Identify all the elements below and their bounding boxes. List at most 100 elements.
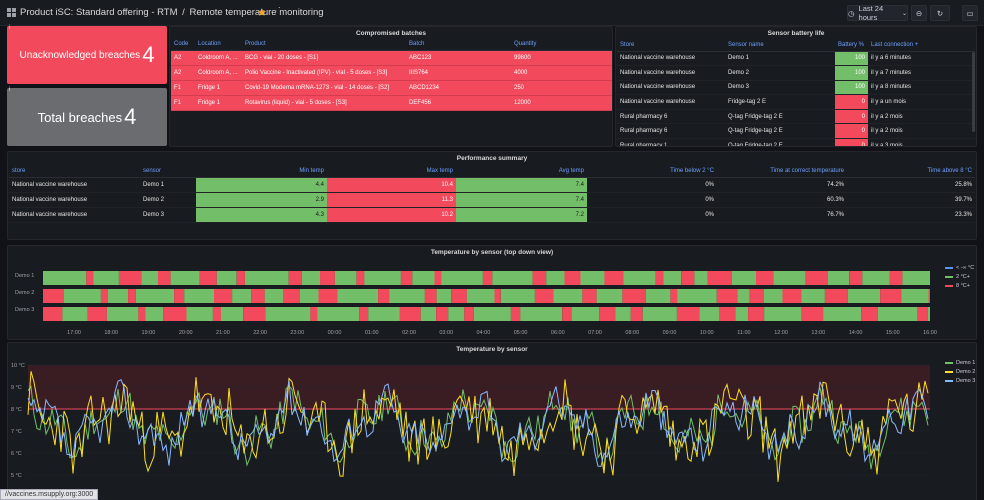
state-segment xyxy=(473,307,511,321)
state-segment xyxy=(212,307,221,321)
legend-swatch xyxy=(945,361,953,364)
column-header[interactable]: Location xyxy=(195,39,242,51)
refresh-button[interactable]: ↻ xyxy=(930,5,950,21)
x-tick-label: 13:00 xyxy=(811,330,825,336)
column-header[interactable]: Product xyxy=(242,39,406,51)
column-header[interactable]: Time at correct temperature xyxy=(717,165,847,178)
column-header[interactable]: Time above 8 °C xyxy=(847,165,975,178)
state-segment xyxy=(645,289,671,303)
table-cell: National vaccine warehouse xyxy=(617,65,725,81)
table-cell: il y a 2 mois xyxy=(868,109,975,125)
table-cell: Rural pharmacy 6 xyxy=(617,123,725,140)
state-segment xyxy=(917,307,928,321)
state-segment xyxy=(564,271,581,285)
legend-swatch xyxy=(945,266,953,269)
column-header[interactable]: Sensor name xyxy=(725,40,835,52)
x-tick-label: 00:00 xyxy=(328,330,342,336)
table-cell: F1 xyxy=(171,80,195,96)
state-segment xyxy=(43,307,63,321)
column-header[interactable]: Avg temp xyxy=(456,165,587,178)
table-header-row: Store Sensor name Battery % Last connect… xyxy=(617,40,975,52)
state-segment xyxy=(699,307,719,321)
legend-item[interactable]: 2 °C+ xyxy=(945,274,970,280)
column-header[interactable]: Store xyxy=(617,40,725,52)
state-segment xyxy=(562,307,572,321)
legend-swatch xyxy=(945,379,953,382)
y-tick-label: 5 °C xyxy=(11,473,22,479)
sensor-battery-panel: Sensor battery life Store Sensor name Ba… xyxy=(615,26,977,147)
total-breaches-stat[interactable]: i Total breaches 4 xyxy=(7,87,167,146)
table-cell: il y a 6 minutes xyxy=(868,51,975,67)
column-header[interactable]: Batch xyxy=(406,39,511,51)
state-segment xyxy=(334,271,357,285)
state-segment xyxy=(400,271,413,285)
time-range-picker[interactable]: ◷ Last 24 hours ⌄ xyxy=(847,4,908,22)
share-icon[interactable]: ⋰ xyxy=(271,6,281,17)
column-header[interactable]: Min temp xyxy=(196,165,327,178)
star-icon[interactable]: ★ xyxy=(257,7,267,19)
legend-item[interactable]: Demo 1 xyxy=(945,360,975,366)
state-segment xyxy=(100,289,108,303)
table-cell: 99800 xyxy=(511,50,612,66)
legend-item[interactable]: Demo 3 xyxy=(945,378,975,384)
column-header[interactable]: sensor xyxy=(140,165,196,178)
column-header[interactable]: Battery % xyxy=(835,40,868,52)
state-segment xyxy=(901,289,929,303)
state-segment xyxy=(448,307,465,321)
dashboard-title[interactable]: Remote temperature monitoring xyxy=(189,7,324,18)
state-timeline-chart[interactable]: 17:00 18:00 19:00 20:00 21:00 22:00 23:00 00:00… xyxy=(8,246,938,340)
state-segment xyxy=(534,289,554,303)
state-segment xyxy=(615,307,631,321)
legend-label: < -∞ °C xyxy=(956,265,975,271)
legend-item[interactable]: < -∞ °C xyxy=(945,265,974,271)
zoom-out-button[interactable]: ⊖ xyxy=(911,5,927,21)
column-header[interactable]: store xyxy=(9,165,140,178)
column-header[interactable]: Max temp xyxy=(327,165,456,178)
legend-item[interactable]: Demo 2 xyxy=(945,369,975,375)
column-header[interactable]: Code xyxy=(171,39,195,51)
monitor-icon: ▭ xyxy=(966,8,974,18)
legend-label: Demo 3 xyxy=(956,378,976,384)
scrollbar[interactable] xyxy=(972,52,975,132)
battery-cell: 0 xyxy=(835,94,868,110)
y-tick-label: 6 °C xyxy=(11,451,22,457)
table-cell: Covid-19 Moderna mRNA-1273 - vial - 14 d… xyxy=(242,80,406,96)
state-segment xyxy=(532,271,547,285)
state-segment xyxy=(236,271,245,285)
table-cell: 74.2% xyxy=(717,177,847,193)
table-row: Rural pharmacy 6 Q-tag Fridge-tag 2 E 0 il … xyxy=(617,123,975,140)
view-mode-button[interactable]: ▭ xyxy=(962,5,978,21)
x-tick-label: 19:00 xyxy=(142,330,156,336)
state-segment xyxy=(849,271,863,285)
state-segment xyxy=(337,289,379,303)
unacknowledged-breaches-stat[interactable]: i Unacknowledged breaches 4 xyxy=(7,25,167,84)
row-label: Demo 3 xyxy=(15,307,35,313)
breadcrumb-folder[interactable]: Product iSC: Standard offering - RTM xyxy=(20,7,178,18)
legend-label: 8 °C+ xyxy=(956,283,970,289)
state-segment xyxy=(265,307,311,321)
legend-item[interactable]: 8 °C+ xyxy=(945,283,970,289)
column-header[interactable]: Last connection + xyxy=(868,40,975,52)
state-segment xyxy=(553,289,583,303)
state-segment xyxy=(43,271,87,285)
temperature-line-chart[interactable]: 10 °C 9 °C 8 °C 7 °C 6 °C 5 °C xyxy=(8,343,938,500)
column-header[interactable]: Time below 2 °C xyxy=(587,165,717,178)
column-header[interactable]: Quantity xyxy=(511,39,612,51)
battery-cell: 0 xyxy=(835,109,868,125)
table-cell: Demo 1 xyxy=(725,51,835,67)
state-segment xyxy=(364,271,401,285)
table-cell: Q-tag Fridge-tag 2 E xyxy=(725,123,835,140)
x-tick-label: 15:00 xyxy=(886,330,900,336)
table-row: National vaccine warehouse Demo 3 100 il y … xyxy=(617,80,975,96)
x-tick-label: 22:00 xyxy=(253,330,267,336)
state-segment xyxy=(135,289,175,303)
battery-cell: 0 xyxy=(835,138,868,146)
x-tick-label: 08:00 xyxy=(625,330,639,336)
state-segment xyxy=(655,271,664,285)
state-segment xyxy=(216,271,237,285)
table-cell: 11.3 xyxy=(327,192,456,208)
state-segment xyxy=(801,289,825,303)
table-cell: Rural pharmacy 1 xyxy=(617,138,725,146)
table-cell: Fridge-tag 2 E xyxy=(725,94,835,110)
table-row: National vaccine warehouse Fridge-tag 2 E… xyxy=(617,94,975,110)
